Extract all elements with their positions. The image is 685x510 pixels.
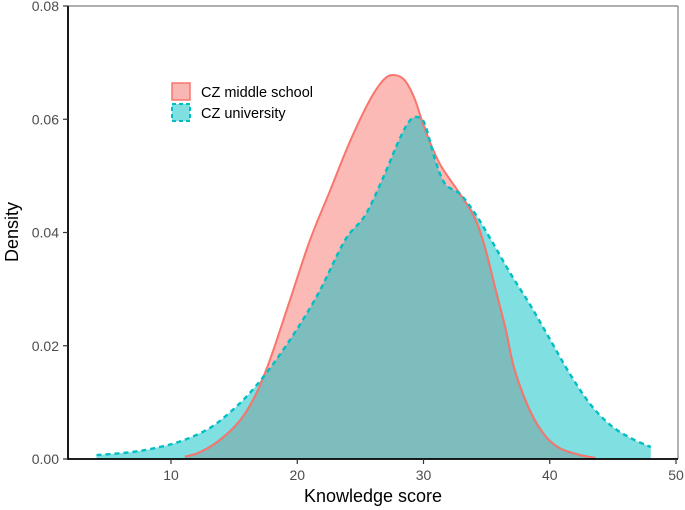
y-axis-ticks: 0.00 0.02 0.04 0.06 0.08 [32, 0, 68, 467]
y-tick-label: 0.04 [32, 225, 59, 241]
x-tick-label: 30 [416, 467, 432, 483]
legend-item-middle-school: CZ middle school [171, 82, 313, 101]
legend-key-middle-school [171, 82, 191, 101]
legend-item-university: CZ university [171, 103, 286, 122]
legend-key-university [171, 103, 191, 122]
x-tick-label: 10 [163, 467, 179, 483]
x-tick-label: 50 [668, 467, 684, 483]
x-axis-title: Knowledge score [304, 486, 442, 506]
y-tick-label: 0.02 [32, 338, 59, 354]
legend: CZ middle school CZ university [171, 82, 313, 122]
x-tick-label: 20 [289, 467, 305, 483]
density-line-middle-school [184, 74, 596, 459]
y-axis-title: Density [2, 202, 22, 262]
legend-label-university: CZ university [201, 106, 286, 122]
density-area-university [96, 116, 651, 459]
x-tick-label: 40 [542, 467, 558, 483]
y-tick-label: 0.00 [32, 451, 59, 467]
x-axis-ticks: 10 20 30 40 50 [163, 459, 684, 483]
y-tick-label: 0.06 [32, 111, 59, 127]
plot-area [96, 74, 652, 460]
legend-label-middle-school: CZ middle school [201, 85, 313, 101]
y-tick-label: 0.08 [32, 0, 59, 14]
